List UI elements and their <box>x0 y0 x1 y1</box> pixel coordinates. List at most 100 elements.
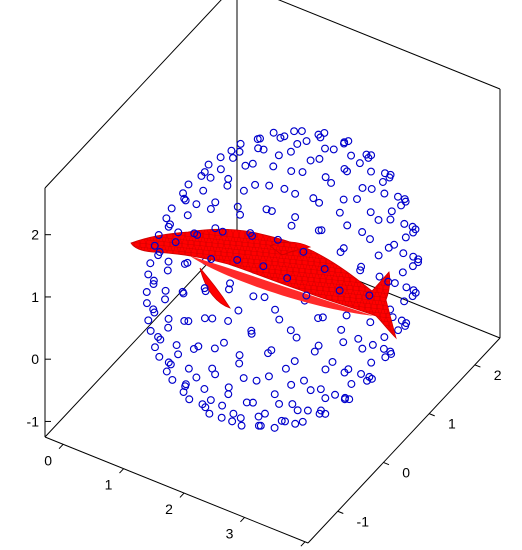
sphere-point <box>358 228 367 237</box>
sphere-point <box>247 326 256 335</box>
sphere-point <box>381 353 390 362</box>
dolphin-mesh-line <box>0 220 4 340</box>
sphere-point <box>337 325 346 334</box>
sphere-point <box>275 399 284 408</box>
sphere-point <box>267 346 276 355</box>
sphere-point <box>358 183 367 192</box>
sphere-point <box>366 235 374 244</box>
sphere-point <box>331 390 340 399</box>
sphere-point <box>185 395 194 404</box>
sphere-point <box>207 255 216 263</box>
dolphin-mesh-line <box>444 220 484 340</box>
x-tick-label: 0 <box>44 452 52 468</box>
sphere-point <box>166 360 175 369</box>
dolphin-mesh-line <box>90 220 130 340</box>
sphere-point <box>164 358 173 367</box>
sphere-point <box>236 414 245 423</box>
sphere-point <box>397 201 406 210</box>
sphere-point <box>184 317 193 326</box>
sphere-point <box>218 401 227 410</box>
sphere-point <box>315 154 324 163</box>
sphere-point <box>249 292 258 301</box>
sphere-point <box>146 259 155 268</box>
sphere-point <box>179 388 188 397</box>
sphere-point <box>339 195 348 204</box>
x-axis-line <box>44 436 309 544</box>
x-tick-mark <box>179 492 185 498</box>
dolphin-mesh-line <box>474 220 514 340</box>
sphere-point <box>200 385 209 393</box>
sphere-point <box>364 153 373 162</box>
sphere-point <box>402 283 411 292</box>
sphere-point <box>368 340 377 349</box>
sphere-point <box>287 221 296 230</box>
dolphin-mesh-line <box>383 229 396 338</box>
sphere-point <box>276 133 285 142</box>
sphere-point <box>192 200 201 209</box>
sphere-point <box>166 220 174 229</box>
sphere-point <box>183 211 192 220</box>
sphere-point <box>293 406 302 415</box>
dolphin-mesh-line <box>131 324 396 338</box>
sphere-point <box>299 247 308 256</box>
dolphin-mesh-line <box>42 220 82 340</box>
sphere-point <box>269 162 278 171</box>
sphere-point <box>306 156 315 165</box>
sphere-point <box>168 375 177 384</box>
sphere-point <box>385 173 394 182</box>
sphere-point <box>290 127 299 136</box>
sphere-point <box>142 288 151 297</box>
sphere-point <box>281 417 289 426</box>
sphere-point <box>251 180 260 189</box>
sphere-point <box>281 364 290 373</box>
dolphin-mesh-line <box>131 229 155 338</box>
dolphin-mesh-line <box>450 220 490 340</box>
dolphin-mesh-line <box>432 220 472 340</box>
sphere-point <box>297 127 306 136</box>
sphere-point <box>340 368 349 377</box>
sphere-point <box>164 257 173 266</box>
sphere-point <box>149 276 158 285</box>
dolphin-mesh-line <box>414 220 454 340</box>
sphere-point <box>386 215 395 224</box>
sphere-point <box>156 335 165 344</box>
sphere-point <box>193 230 202 239</box>
dolphin-mesh-line <box>72 220 112 340</box>
sphere-point <box>248 159 257 168</box>
sphere-point <box>174 228 183 237</box>
sphere-point <box>161 286 170 295</box>
sphere-point <box>149 305 158 314</box>
sphere-point <box>354 334 363 343</box>
sphere-point <box>390 240 399 249</box>
sphere-point <box>390 279 399 288</box>
dolphin-mesh-line <box>0 220 28 340</box>
sphere-point <box>184 180 193 189</box>
dolphin-mesh-line <box>438 220 478 340</box>
sphere-point <box>363 376 371 385</box>
sphere-point <box>291 419 300 428</box>
sphere-point <box>408 262 417 271</box>
sphere-point <box>270 423 279 432</box>
dolphin-mesh-line <box>0 220 22 340</box>
sphere-point <box>174 350 183 359</box>
sphere-point <box>154 332 163 341</box>
sphere-point <box>315 198 324 207</box>
sphere-point <box>335 208 344 217</box>
sphere-point <box>194 342 203 351</box>
dolphin-mesh-line <box>60 220 100 340</box>
x-tick-mark <box>58 443 64 450</box>
sphere-point <box>189 345 198 353</box>
y-tick-mark <box>428 413 435 417</box>
dolphin-mesh-line <box>36 220 76 340</box>
sphere-point <box>247 329 256 338</box>
sphere-point <box>384 277 393 286</box>
sphere-point <box>355 159 364 168</box>
sphere-point <box>235 359 244 368</box>
sphere-point <box>400 297 409 306</box>
dolphin-mesh-line <box>131 229 149 338</box>
sphere-point <box>408 292 417 301</box>
sphere-point <box>211 198 220 207</box>
dolphin-mesh-line <box>48 220 88 340</box>
sphere-point <box>254 412 263 421</box>
x-tick-mark <box>300 541 306 547</box>
